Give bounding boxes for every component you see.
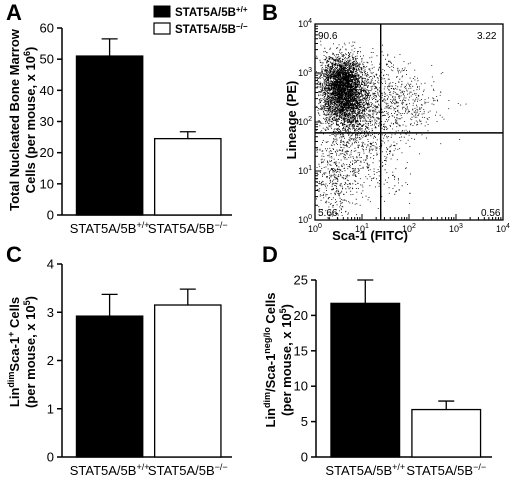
panel-d-category-label-0: STAT5A/5B+/+ xyxy=(325,462,405,478)
quadrant-bottom-left: 5.66 xyxy=(318,208,338,219)
panel-d-ytick-label-1: 5 xyxy=(301,414,308,429)
panel-b-ytick-label-4: 104 xyxy=(298,18,312,29)
panel-b-xtick-label-2: 102 xyxy=(402,223,416,234)
panel-d-ytick-label-0: 0 xyxy=(301,450,308,465)
scatter-dots xyxy=(315,40,467,220)
panel-c-ylabel-line1: LindimSca-1+ Cells xyxy=(6,297,22,407)
panel-c-ytick-label-3: 3 xyxy=(47,305,54,320)
panel-c-bar-0 xyxy=(75,315,144,458)
panel-c-category-label-0: STAT5A/5B+/+ xyxy=(70,462,150,478)
panel-b-xtick-label-3: 103 xyxy=(449,223,463,234)
panel-a-ytick-label-1: 10 xyxy=(40,176,54,191)
legend-swatch-ko xyxy=(153,22,171,35)
legend-swatch-wt xyxy=(153,5,171,18)
panel-b-ytick-label-2: 102 xyxy=(298,116,312,127)
panel-a-bar-1 xyxy=(153,137,222,216)
panel-d-ylabel-line1: Lindim/Sca-1neg/lo Cells xyxy=(262,292,278,427)
legend-label-ko: STAT5A/5B−/− xyxy=(175,22,248,36)
panel-b-xlabel: Sca-1 (FITC) xyxy=(332,228,408,243)
panel-label-a: A xyxy=(6,0,22,25)
panel-b-ylabel: Lineage (PE) xyxy=(284,81,299,160)
panel-a-category-label-0: STAT5A/5B+/+ xyxy=(70,220,150,236)
legend-label-wt: STAT5A/5B+/+ xyxy=(175,5,248,19)
panel-a-category-label-1: STAT5A/5B−/− xyxy=(148,220,228,236)
panel-d-bar-1 xyxy=(411,408,482,458)
panel-c-ytick-label-4: 4 xyxy=(47,257,54,272)
quadrant-bottom-right: 0.56 xyxy=(481,208,501,219)
panel-a-ylabel-line1: Total Nucleated Bone Marrow xyxy=(7,28,22,211)
panel-c-ytick-label-0: 0 xyxy=(47,450,54,465)
chart-marks: 0102030405060STAT5A/5B+/+STAT5A/5B−/−012… xyxy=(40,18,511,478)
panel-b-ytick-label-1: 101 xyxy=(298,165,312,176)
panel-a-ytick-label-6: 60 xyxy=(40,21,54,36)
panel-c-ylabel-line2: (per mouse, x 105) xyxy=(22,296,38,408)
panel-label-b: B xyxy=(262,0,278,25)
panel-d-bar-0 xyxy=(330,302,401,458)
panel-label-c: C xyxy=(6,242,22,267)
panel-d-ytick-label-5: 25 xyxy=(294,273,308,288)
panel-c-category-label-1: STAT5A/5B−/− xyxy=(148,462,228,478)
panel-a-ytick-label-2: 20 xyxy=(40,145,54,160)
panel-b-xtick-label-0: 100 xyxy=(308,223,322,234)
panel-b-ytick-label-3: 103 xyxy=(298,67,312,78)
panel-d-category-label-1: STAT5A/5B−/− xyxy=(406,462,486,478)
panel-b-xtick-label-1: 101 xyxy=(355,223,369,234)
panel-a-bar-0 xyxy=(75,55,144,216)
panel-a-ytick-label-4: 40 xyxy=(40,83,54,98)
panel-b-ytick-label-0: 100 xyxy=(298,214,312,225)
panel-a-ytick-label-3: 30 xyxy=(40,114,54,129)
scatter-points xyxy=(315,40,467,220)
legend: STAT5A/5B+/+ STAT5A/5B−/− xyxy=(153,5,248,36)
panel-b-frame xyxy=(314,23,504,221)
quadrant-top-left: 90.6 xyxy=(318,31,338,42)
panel-c-ytick-label-2: 2 xyxy=(47,353,54,368)
panel-c-bar-1 xyxy=(153,304,222,458)
panel-c-ytick-label-1: 1 xyxy=(47,401,54,416)
panel-label-d: D xyxy=(262,242,278,267)
panel-d-ytick-label-3: 15 xyxy=(294,343,308,358)
quadrant-top-right: 3.22 xyxy=(477,31,497,42)
panel-a-ytick-label-0: 0 xyxy=(47,208,54,223)
panel-a-ytick-label-5: 50 xyxy=(40,52,54,67)
panel-b-xtick-label-4: 104 xyxy=(496,223,510,234)
panel-d-ylabel-line2: (per mouse, x 105) xyxy=(278,304,294,416)
panel-d-ytick-label-2: 10 xyxy=(294,379,308,394)
panel-d-ytick-label-4: 20 xyxy=(294,308,308,323)
panel-a-ylabel-line2: Cells (per mouse, x 106) xyxy=(22,47,38,194)
